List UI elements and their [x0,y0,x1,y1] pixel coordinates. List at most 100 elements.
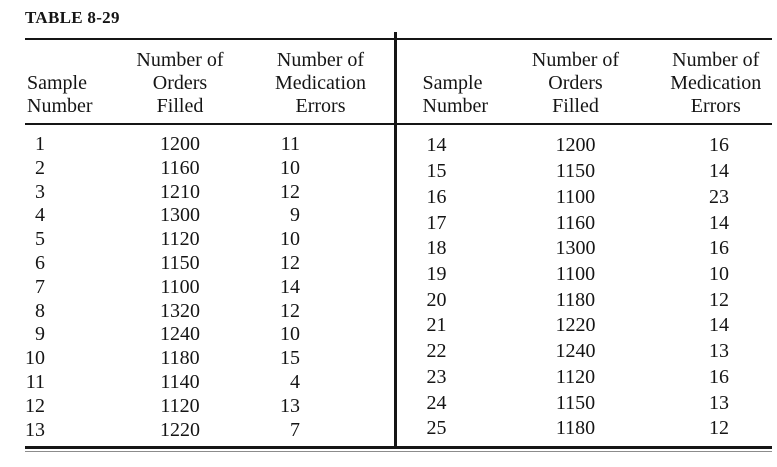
orders-filled-cell: 1160 [160,156,200,179]
header-row: Sample Number Number of Orders Filled Nu… [396,40,772,125]
table-row: 17 1160 14 [397,211,773,237]
table-header-right: Sample Number Number of Orders Filled Nu… [396,40,772,125]
medication-errors-cell: 13 [280,394,300,417]
header-line: Number [422,95,489,117]
sample-number-cell: 3 [35,180,45,203]
orders-filled-cell: 1140 [160,370,200,393]
header-line: Number [27,95,93,117]
table-row: 5 1120 10 [25,228,394,252]
header-line: Orders [152,72,208,94]
header-medication-errors: Number of Medication Errors [227,40,394,125]
orders-filled-cell: 1160 [555,211,596,234]
sample-number-cell: 2 [35,156,45,179]
medication-errors-cell: 12 [709,417,729,440]
sample-number-cell: 25 [426,417,447,440]
orders-filled-cell: 1240 [160,323,200,346]
table-body-left: 1 1200 11 2 1160 10 3 1210 12 4 1300 9 5 1120 10 6 1150 1… [25,124,394,446]
sample-number-cell: 10 [25,347,45,370]
table-row: 21 1220 14 [397,314,773,340]
orders-filled-cell: 1100 [555,263,596,286]
table-body-right: 14 1200 16 15 1150 14 16 1100 23 17 1160 14 18 1300 16… [397,124,773,446]
sample-number-cell: 18 [426,237,447,260]
sample-number-cell: 13 [25,418,45,441]
table-header-left: Sample Number Number of Orders Filled Nu… [25,40,394,125]
medication-errors-cell: 16 [709,134,729,157]
header-medication-errors: Number of Medication Errors [639,40,772,125]
table-row: 19 1100 10 [397,262,773,288]
sample-number-cell: 5 [35,228,45,251]
orders-filled-cell: 1150 [555,391,596,414]
medication-errors-cell: 12 [709,288,729,311]
sample-number-cell: 11 [25,370,45,393]
table-left-half: Sample Number Number of Orders Filled Nu… [25,40,394,446]
sample-number-cell: 15 [426,160,447,183]
orders-filled-cell: 1180 [555,288,596,311]
medication-errors-cell: 7 [290,418,300,441]
header-line: Medication [274,72,367,94]
table-row: 24 1150 13 [397,391,773,417]
document-page: TABLE 8-29 Sample Number Number of Order… [25,8,773,453]
table-row: 3 1210 12 [25,181,394,205]
orders-filled-cell: 1120 [555,365,596,388]
table-row: 6 1150 12 [25,252,394,276]
table-row: 15 1150 14 [397,159,773,185]
header-row: Sample Number Number of Orders Filled Nu… [25,40,394,125]
medication-errors-cell: 10 [280,323,300,346]
orders-filled-cell: 1240 [555,340,596,363]
vertical-divider [394,32,397,447]
orders-filled-cell: 1150 [160,251,200,274]
sample-number-cell: 20 [426,288,447,311]
table-8-29: Sample Number Number of Orders Filled Nu… [25,32,773,450]
table-row: 9 1240 10 [25,323,394,347]
orders-filled-cell: 1100 [160,275,200,298]
table-row: 4 1300 9 [25,204,394,228]
orders-filled-cell: 1200 [160,133,200,155]
table-row: 23 1120 16 [397,365,773,391]
medication-errors-cell: 9 [290,204,300,227]
table-row: 10 1180 15 [25,347,394,371]
sample-number-cell: 8 [35,299,45,322]
table-row: 14 1200 16 [397,124,773,159]
orders-filled-cell: 1210 [160,180,200,203]
medication-errors-cell: 14 [709,211,729,234]
header-line: Orders [548,72,603,94]
sample-number-cell: 22 [426,340,447,363]
medication-errors-cell: 14 [709,314,729,337]
medication-errors-cell: 12 [280,299,300,322]
table-row: 20 1180 12 [397,288,773,314]
orders-filled-cell: 1120 [160,228,200,251]
orders-filled-cell: 1220 [160,418,200,441]
orders-filled-cell: 1150 [555,160,596,183]
header-sample-number: Sample Number [396,40,512,125]
sample-number-cell: 24 [426,391,447,414]
sample-number-cell: 19 [426,263,447,286]
header-sample-number: Sample Number [25,40,133,125]
sample-number-cell: 17 [426,211,447,234]
sample-number-cell: 9 [35,323,45,346]
medication-errors-cell: 12 [280,251,300,274]
sample-number-cell: 14 [426,134,447,157]
header-orders-filled: Number of Orders Filled [133,40,227,125]
medication-errors-cell: 10 [280,228,300,251]
medication-errors-cell: 14 [280,275,300,298]
table-row: 22 1240 13 [397,339,773,365]
orders-filled-cell: 1300 [555,237,596,260]
header-line: Filled [552,95,599,117]
table-row: 7 1100 14 [25,276,394,300]
medication-errors-cell: 14 [709,160,729,183]
sample-number-cell: 4 [35,204,45,227]
sample-number-cell: 7 [35,275,45,298]
header-line: Errors [690,95,741,117]
header-line: Sample [422,72,483,94]
header-line: Number of [672,49,760,71]
header-line: Filled [156,95,204,117]
orders-filled-cell: 1300 [160,204,200,227]
orders-filled-cell: 1200 [555,134,596,157]
table-row: 25 1180 12 [397,416,773,446]
medication-errors-cell: 16 [709,365,729,388]
table-title: TABLE 8-29 [25,8,120,27]
header-line: Number of [276,49,365,71]
medication-errors-cell: 10 [709,263,729,286]
orders-filled-cell: 1320 [160,299,200,322]
orders-filled-cell: 1180 [555,417,596,440]
